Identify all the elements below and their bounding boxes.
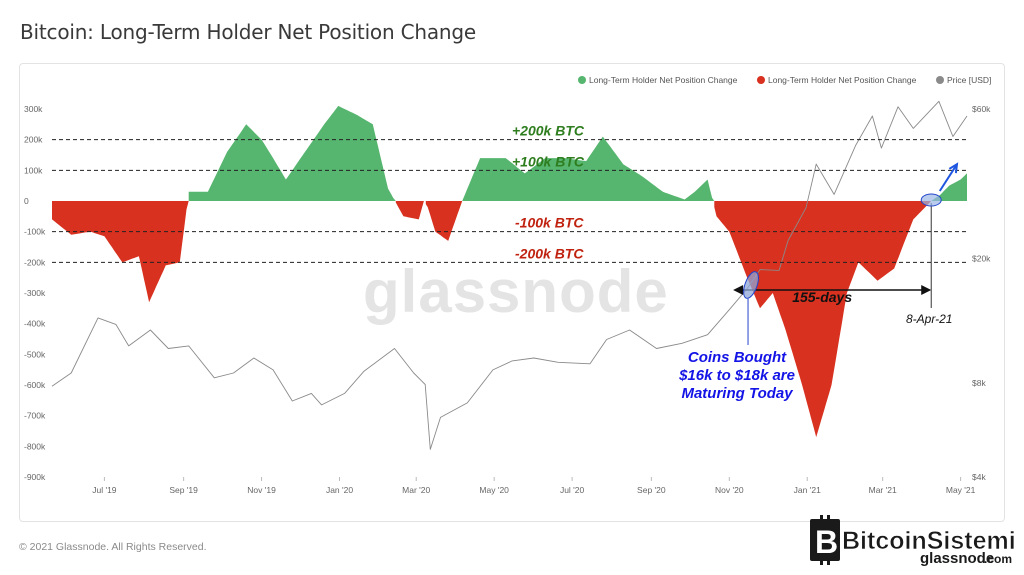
net-position-areas	[52, 105, 967, 438]
x-tick-label: May '21	[946, 485, 976, 495]
x-tick-label: Jan '20	[326, 485, 353, 495]
legend: Long-Term Holder Net Position Change Lon…	[578, 75, 991, 85]
brand-name: BitcoinSistemi	[842, 527, 1016, 555]
reference-line-label: -200k BTC	[515, 245, 584, 261]
highlight-ellipse-now	[920, 193, 942, 207]
bitcoin-logo-icon: B	[810, 515, 840, 565]
reference-line-label: -100k BTC	[515, 215, 584, 231]
coins-note-line: Maturing Today	[681, 385, 793, 402]
legend-swatch-positive	[578, 76, 586, 84]
date-marker-label: 8-Apr-21	[906, 312, 952, 326]
negative-area	[52, 201, 189, 303]
y-axis-right: $60k $20k $8k $4k	[972, 104, 991, 482]
chart-svg: Long-Term Holder Net Position Change Lon…	[24, 75, 991, 495]
y-left-tick-label: -300k	[24, 288, 46, 298]
reference-line-label: +100k BTC	[512, 153, 585, 169]
y-left-tick-label: 100k	[24, 165, 43, 175]
price-line	[51, 100, 968, 450]
x-tick-label: Sep '19	[169, 485, 198, 495]
x-tick-label: Nov '20	[715, 485, 744, 495]
y-left-tick-label: 0	[24, 196, 29, 206]
page-title: Bitcoin: Long-Term Holder Net Position C…	[20, 20, 476, 44]
rising-arrowhead	[948, 162, 959, 174]
x-tick-label: May '20	[479, 485, 509, 495]
x-tick-label: Nov '19	[247, 485, 276, 495]
reference-line-label: +200k BTC	[512, 123, 585, 139]
reference-lines: +200k BTC +100k BTC -100k BTC -200k BTC	[52, 123, 967, 263]
copyright: © 2021 Glassnode. All Rights Reserved.	[19, 541, 207, 553]
negative-area	[425, 201, 463, 241]
coins-note-line: Coins Bought	[688, 349, 787, 366]
y-right-tick-label: $20k	[972, 253, 991, 263]
svg-text:B: B	[815, 524, 838, 560]
brand-logo: B BitcoinSistemi glassnode .com	[810, 515, 1016, 567]
legend-swatch-negative	[757, 76, 765, 84]
rising-arrow-line	[938, 163, 958, 192]
y-left-tick-label: -900k	[24, 472, 46, 482]
positive-area	[462, 136, 715, 201]
y-right-tick-label: $60k	[972, 104, 991, 114]
x-tick-label: Jan '21	[794, 485, 821, 495]
x-tick-label: Jul '19	[92, 485, 117, 495]
brand-tld: .com	[984, 552, 1012, 566]
y-left-tick-label: -400k	[24, 319, 46, 329]
y-left-tick-label: 300k	[24, 104, 43, 114]
legend-label-price[interactable]: Price [USD]	[947, 75, 991, 85]
y-left-tick-label: -500k	[24, 349, 46, 359]
legend-label-positive[interactable]: Long-Term Holder Net Position Change	[589, 75, 738, 85]
x-tick-label: Mar '21	[869, 485, 897, 495]
x-tick-label: Jul '20	[560, 485, 585, 495]
duration-label: 155-days	[792, 289, 852, 305]
x-axis: Jul '19 Sep '19 Nov '19 Jan '20 Mar '20 May '…	[92, 477, 976, 495]
highlight-ellipse-bought	[743, 271, 759, 299]
legend-label-negative[interactable]: Long-Term Holder Net Position Change	[768, 75, 917, 85]
y-left-tick-label: 200k	[24, 135, 43, 145]
duration-arrowhead-left	[733, 285, 744, 295]
x-tick-label: Sep '20	[637, 485, 666, 495]
chart-frame: Long-Term Holder Net Position Change Lon…	[19, 63, 1005, 522]
y-axis-left: 300k 200k 100k 0 -100k -200k -300k -400k -500k -6…	[24, 104, 46, 482]
duration-arrowhead-right	[921, 285, 932, 295]
x-tick-label: Mar '20	[402, 485, 430, 495]
y-left-tick-label: -200k	[24, 257, 46, 267]
y-left-tick-label: -800k	[24, 441, 46, 451]
negative-area	[714, 201, 932, 438]
positive-area	[931, 173, 967, 201]
positive-area	[188, 105, 396, 201]
y-right-tick-label: $4k	[972, 472, 986, 482]
brand-glassnode: glassnode	[920, 550, 994, 567]
watermark: glassnode	[363, 258, 669, 325]
annotations: 155-days 8-Apr-21 Coins Bought$16k to $18k…	[678, 162, 959, 402]
coins-note-line: $16k to $18k are	[678, 367, 795, 384]
legend-swatch-price	[936, 76, 944, 84]
y-right-tick-label: $8k	[972, 378, 986, 388]
y-left-tick-label: -100k	[24, 227, 46, 237]
price-path	[51, 100, 968, 450]
negative-area	[395, 201, 424, 220]
y-left-tick-label: -700k	[24, 411, 46, 421]
y-left-tick-label: -600k	[24, 380, 46, 390]
